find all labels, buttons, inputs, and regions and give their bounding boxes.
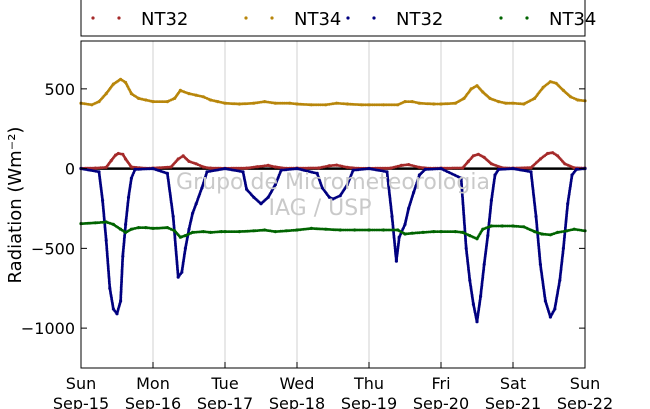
series-nt34-3	[79, 220, 587, 241]
x-tick-date: Sep-15	[53, 394, 109, 409]
plot-area	[81, 41, 585, 368]
legend-marker	[244, 16, 248, 20]
legend-item: NT34	[244, 9, 341, 30]
x-tick-day: Mon	[136, 374, 170, 393]
watermark-line-2: IAG / USP	[269, 196, 372, 221]
y-tick-label: 500	[44, 80, 75, 99]
x-tick-day: Tue	[210, 374, 238, 393]
legend-item: NT32	[346, 9, 443, 30]
y-axis-label: Radiation (Wm⁻²)	[5, 127, 26, 284]
x-tick-date: Sep-21	[485, 394, 541, 409]
legend-marker	[270, 16, 274, 20]
legend: NT32 NT34 NT32 NT34	[80, 0, 596, 37]
data-point	[116, 151, 120, 156]
x-axis: SunSep-15MonSep-16TueSep-17WedSep-18ThuS…	[53, 362, 613, 409]
x-tick-day: Fri	[431, 374, 450, 393]
legend-item: NT32	[91, 9, 188, 30]
plot-frame	[80, 40, 586, 369]
legend-label: NT32	[396, 9, 443, 30]
legend-marker	[525, 16, 529, 20]
y-tick-label: −1000	[21, 319, 75, 338]
legend-label: NT34	[294, 9, 341, 30]
x-tick-date: Sep-16	[125, 394, 181, 409]
y-tick-label: −500	[31, 239, 75, 258]
legend-label: NT34	[549, 9, 596, 30]
data-series	[79, 77, 587, 324]
legend-marker	[346, 16, 350, 20]
gridlines	[152, 41, 514, 368]
x-tick-day: Wed	[280, 374, 315, 393]
legend-marker	[499, 16, 503, 20]
legend-marker	[117, 16, 121, 20]
x-tick-date: Sep-18	[269, 394, 325, 409]
y-axis: 500 0 −500 −1000	[21, 80, 585, 338]
x-tick-date: Sep-17	[197, 394, 253, 409]
series-nt32-0	[79, 151, 587, 170]
x-tick-day: Sun	[570, 374, 600, 393]
legend-marker	[91, 16, 95, 20]
watermark: Grupo de Micrometeorologia IAG / USP	[176, 170, 490, 221]
y-tick-label: 0	[65, 160, 75, 179]
x-tick-day: Sat	[500, 374, 526, 393]
x-tick-date: Sep-22	[557, 394, 613, 409]
legend-item: NT34	[499, 9, 596, 30]
x-tick-day: Sun	[66, 374, 96, 393]
series-nt34-1	[79, 77, 587, 107]
x-tick-date: Sep-19	[341, 394, 397, 409]
x-tick-day: Thu	[353, 374, 384, 393]
watermark-line-1: Grupo de Micrometeorologia	[176, 170, 490, 195]
legend-label: NT32	[141, 9, 188, 30]
x-tick-date: Sep-20	[413, 394, 469, 409]
legend-marker	[372, 16, 376, 20]
